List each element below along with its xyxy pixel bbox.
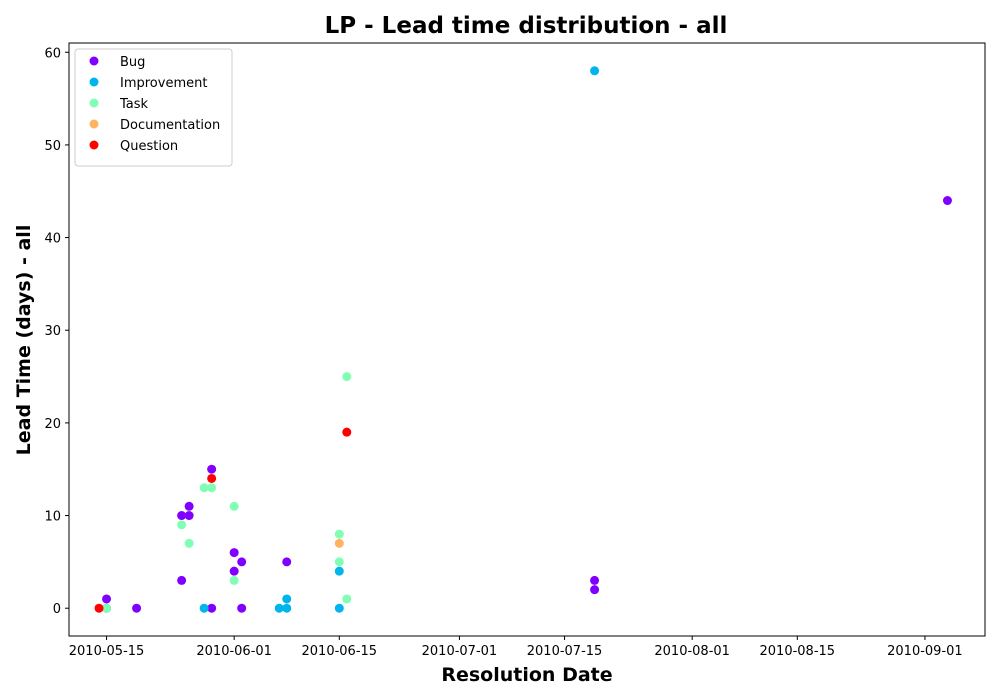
x-tick-label: 2010-08-01 — [654, 644, 730, 659]
y-tick-label: 0 — [53, 602, 61, 617]
point-task — [342, 372, 352, 382]
legend-label-question: Question — [120, 139, 178, 154]
point-question — [207, 473, 217, 483]
point-task — [334, 557, 344, 567]
legend-box — [74, 48, 233, 167]
y-tick-label: 30 — [44, 324, 61, 339]
y-tick-label: 10 — [44, 510, 61, 525]
point-bug — [207, 603, 217, 613]
legend: Bug Improvement Task Documentation Question — [74, 48, 233, 167]
point-improvement — [334, 603, 344, 613]
point-bug — [102, 594, 112, 604]
x-tick-label: 2010-05-15 — [69, 644, 145, 659]
x-tick-label: 2010-07-01 — [422, 644, 498, 659]
point-task — [102, 603, 112, 613]
point-task — [199, 483, 209, 493]
point-bug — [237, 557, 247, 567]
y-tick-label: 40 — [44, 232, 61, 247]
legend-marker-bug — [89, 56, 99, 66]
point-improvement — [199, 603, 209, 613]
point-improvement — [334, 566, 344, 576]
x-tick-label: 2010-07-15 — [527, 644, 603, 659]
point-bug — [590, 585, 600, 595]
legend-marker-documentation — [89, 119, 99, 129]
point-bug — [207, 464, 217, 474]
legend-marker-task — [89, 98, 99, 108]
legend-marker-improvement — [89, 77, 99, 87]
point-bug — [590, 575, 600, 585]
point-bug — [229, 548, 239, 558]
legend-label-improvement: Improvement — [120, 76, 207, 91]
point-question — [342, 427, 352, 437]
point-bug — [177, 511, 187, 521]
point-improvement — [274, 603, 284, 613]
y-tick-label: 20 — [44, 417, 61, 432]
legend-label-documentation: Documentation — [120, 118, 220, 133]
chart-title: LP - Lead time distribution - all — [325, 13, 728, 39]
point-improvement — [590, 66, 600, 76]
point-task — [334, 529, 344, 539]
point-improvement — [282, 594, 292, 604]
y-tick-label: 60 — [44, 46, 61, 61]
x-tick-label: 2010-08-15 — [760, 644, 836, 659]
x-tick-label: 2010-06-15 — [302, 644, 378, 659]
plot-frame — [68, 42, 986, 637]
data-points — [94, 66, 952, 613]
point-task — [207, 483, 217, 493]
axis-ticks: 2010-05-15 2010-06-01 2010-06-15 2010-07-01… — [44, 46, 962, 659]
point-question — [94, 603, 104, 613]
point-task — [184, 538, 194, 548]
point-improvement — [282, 603, 292, 613]
point-bug — [184, 501, 194, 511]
x-tick-label: 2010-09-01 — [887, 644, 963, 659]
point-bug — [177, 575, 187, 585]
point-bug — [237, 603, 247, 613]
y-tick-label: 50 — [44, 139, 61, 154]
point-documentation — [334, 538, 344, 548]
point-task — [177, 520, 187, 530]
point-bug — [229, 566, 239, 576]
point-task — [229, 501, 239, 511]
legend-marker-question — [89, 140, 99, 150]
x-axis-label: Resolution Date — [441, 664, 612, 686]
point-bug — [282, 557, 292, 567]
legend-label-task: Task — [119, 97, 149, 112]
point-task — [342, 594, 352, 604]
point-bug — [942, 196, 952, 206]
legend-label-bug: Bug — [120, 55, 145, 70]
point-task — [229, 575, 239, 585]
x-tick-label: 2010-06-01 — [196, 644, 272, 659]
point-bug — [184, 511, 194, 521]
y-axis-label: Lead Time (days) - all — [13, 225, 35, 456]
point-bug — [132, 603, 142, 613]
